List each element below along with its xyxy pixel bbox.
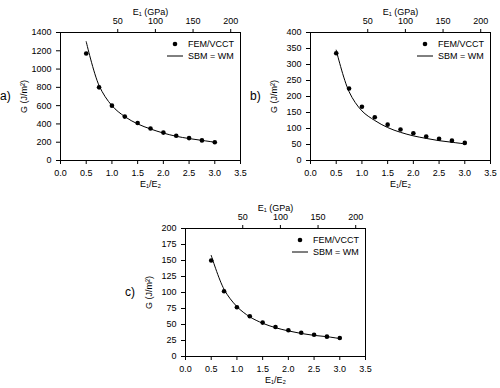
html-text:FEM/VCCT: FEM/VCCT — [438, 39, 484, 49]
svg-text:200: 200 — [36, 137, 51, 147]
svg-text:0: 0 — [171, 351, 176, 361]
svg-text:1.0: 1.0 — [231, 364, 244, 374]
html-text:c): c) — [125, 285, 135, 299]
svg-text:E₁ (GPa): E₁ (GPa) — [258, 203, 294, 213]
svg-text:25: 25 — [166, 335, 176, 345]
svg-text:50: 50 — [291, 139, 301, 149]
svg-text:50: 50 — [166, 319, 176, 329]
svg-text:1.5: 1.5 — [381, 168, 394, 178]
svg-text:1400: 1400 — [31, 27, 51, 37]
svg-text:0: 0 — [296, 155, 301, 165]
svg-text:G (J/m²): G (J/m²) — [269, 80, 279, 113]
svg-text:75: 75 — [166, 303, 176, 313]
svg-text:0.0: 0.0 — [54, 168, 67, 178]
svg-text:0.5: 0.5 — [205, 364, 218, 374]
svg-text:50: 50 — [113, 16, 123, 26]
svg-text:2.0: 2.0 — [407, 168, 420, 178]
svg-text:E₁/E₂: E₁/E₂ — [390, 179, 412, 189]
svg-text:100: 100 — [148, 16, 163, 26]
svg-text:50: 50 — [363, 16, 373, 26]
html-text:SBM = WM: SBM = WM — [313, 247, 359, 257]
svg-text:3.0: 3.0 — [334, 364, 347, 374]
svg-text:G (J/m²): G (J/m²) — [19, 80, 29, 113]
svg-text:150: 150 — [311, 212, 326, 222]
svg-text:150: 150 — [161, 255, 176, 265]
svg-text:150: 150 — [436, 16, 451, 26]
svg-text:G (J/m²): G (J/m²) — [144, 276, 154, 309]
html-text:SBM = WM: SBM = WM — [438, 51, 484, 61]
svg-text:350: 350 — [286, 43, 301, 53]
svg-text:E₁/E₂: E₁/E₂ — [140, 179, 162, 189]
svg-text:E₁ (GPa): E₁ (GPa) — [133, 7, 169, 17]
svg-text:125: 125 — [161, 271, 176, 281]
svg-text:2.5: 2.5 — [183, 168, 196, 178]
svg-text:3.5: 3.5 — [484, 168, 497, 178]
svg-text:200: 200 — [286, 91, 301, 101]
svg-text:200: 200 — [348, 212, 363, 222]
svg-text:50: 50 — [238, 212, 248, 222]
svg-text:175: 175 — [161, 239, 176, 249]
svg-text:1.0: 1.0 — [106, 168, 119, 178]
svg-text:0.0: 0.0 — [304, 168, 317, 178]
svg-text:0: 0 — [46, 155, 51, 165]
svg-text:3.5: 3.5 — [234, 168, 247, 178]
svg-text:250: 250 — [286, 75, 301, 85]
svg-text:100: 100 — [286, 123, 301, 133]
svg-text:150: 150 — [186, 16, 201, 26]
svg-text:3.5: 3.5 — [359, 364, 372, 374]
svg-text:0.5: 0.5 — [80, 168, 93, 178]
svg-text:100: 100 — [273, 212, 288, 222]
svg-text:400: 400 — [286, 27, 301, 37]
svg-text:400: 400 — [36, 119, 51, 129]
svg-text:200: 200 — [473, 16, 488, 26]
svg-text:2.0: 2.0 — [157, 168, 170, 178]
svg-text:1200: 1200 — [31, 46, 51, 56]
svg-text:200: 200 — [161, 223, 176, 233]
svg-text:2.5: 2.5 — [308, 364, 321, 374]
svg-text:1.5: 1.5 — [131, 168, 144, 178]
svg-text:3.0: 3.0 — [459, 168, 472, 178]
svg-text:1000: 1000 — [31, 64, 51, 74]
svg-text:300: 300 — [286, 59, 301, 69]
svg-text:800: 800 — [36, 82, 51, 92]
svg-text:2.5: 2.5 — [433, 168, 446, 178]
svg-text:1.0: 1.0 — [356, 168, 369, 178]
svg-text:100: 100 — [161, 287, 176, 297]
svg-text:2.0: 2.0 — [282, 364, 295, 374]
svg-text:E₁ (GPa): E₁ (GPa) — [383, 7, 419, 17]
svg-text:E₁/E₂: E₁/E₂ — [265, 375, 287, 385]
html-text:SBM = WM: SBM = WM — [188, 51, 234, 61]
svg-text:0.0: 0.0 — [179, 364, 192, 374]
svg-text:0.5: 0.5 — [330, 168, 343, 178]
html-text:FEM/VCCT: FEM/VCCT — [188, 39, 234, 49]
svg-text:1.5: 1.5 — [256, 364, 269, 374]
svg-text:150: 150 — [286, 107, 301, 117]
html-text:FEM/VCCT: FEM/VCCT — [313, 235, 359, 245]
html-text:a): a) — [0, 89, 11, 103]
svg-text:200: 200 — [223, 16, 238, 26]
svg-text:100: 100 — [398, 16, 413, 26]
html-text:b): b) — [250, 89, 261, 103]
svg-text:3.0: 3.0 — [209, 168, 222, 178]
svg-text:600: 600 — [36, 101, 51, 111]
